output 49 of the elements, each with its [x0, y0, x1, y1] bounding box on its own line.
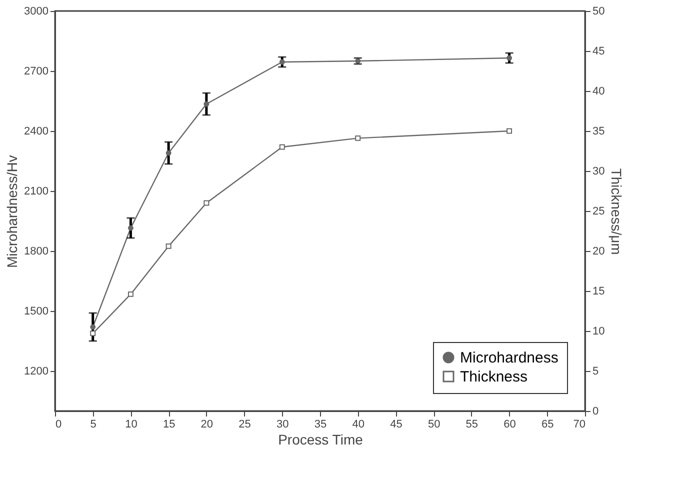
y2-tick-label: 0	[592, 406, 599, 418]
point	[128, 225, 134, 231]
point	[355, 135, 361, 141]
point	[204, 101, 210, 107]
y2-tick-label: 50	[592, 6, 605, 18]
y2-tick-label: 35	[592, 126, 605, 138]
x-tick-label: 55	[466, 418, 478, 430]
x-tick-label: 20	[200, 418, 214, 430]
x-tick-label: 30	[276, 418, 289, 430]
x-tick-label: 40	[352, 418, 364, 430]
x-tick-label: 5	[90, 418, 96, 430]
x-tick-label: 10	[125, 418, 138, 430]
point	[128, 291, 134, 297]
legend-label: Thickness	[460, 368, 528, 386]
y-tick-label: 1800	[24, 246, 48, 258]
y2-tick-label: 40	[592, 86, 605, 98]
point	[90, 330, 96, 336]
point	[90, 324, 96, 330]
point	[506, 128, 512, 134]
x-tick-label: 15	[162, 418, 176, 430]
y-tick-label: 1500	[24, 306, 48, 318]
point	[204, 200, 210, 206]
x-tick-label: 45	[390, 418, 402, 430]
y-tick-label: 2400	[24, 126, 48, 138]
point	[166, 150, 172, 156]
y2-axis-title: Thickness/μm	[608, 168, 625, 255]
x-tick-label: 25	[238, 418, 251, 430]
x-axis-title: Process Time	[278, 432, 364, 448]
y-tick-label: 3000	[24, 6, 48, 18]
y-axis-title: Microhardness/Hv	[4, 155, 20, 268]
y2-tick-label: 30	[592, 166, 605, 178]
x-tick-label: 0	[56, 418, 62, 430]
x-tick-label: 70	[573, 418, 586, 430]
y-tick-label: 2100	[24, 186, 48, 198]
x-tick-label: 60	[504, 418, 516, 430]
point	[279, 144, 285, 150]
y2-tick-label: 5	[592, 366, 599, 378]
y2-tick-label: 10	[592, 326, 605, 338]
y2-tick-label: 25	[592, 206, 605, 218]
y2-tick-label: 20	[592, 246, 605, 258]
legend-label: Microhardness	[460, 350, 558, 366]
x-tick-label: 35	[314, 418, 327, 430]
y2-tick-label: 45	[592, 46, 605, 58]
y-tick-label: 2700	[24, 66, 48, 78]
y-tick-label: 1200	[24, 366, 48, 378]
x-tick-label: 50	[428, 418, 440, 430]
point	[166, 243, 172, 249]
y2-tick-label: 15	[592, 286, 605, 298]
x-tick-label: 65	[542, 418, 554, 430]
